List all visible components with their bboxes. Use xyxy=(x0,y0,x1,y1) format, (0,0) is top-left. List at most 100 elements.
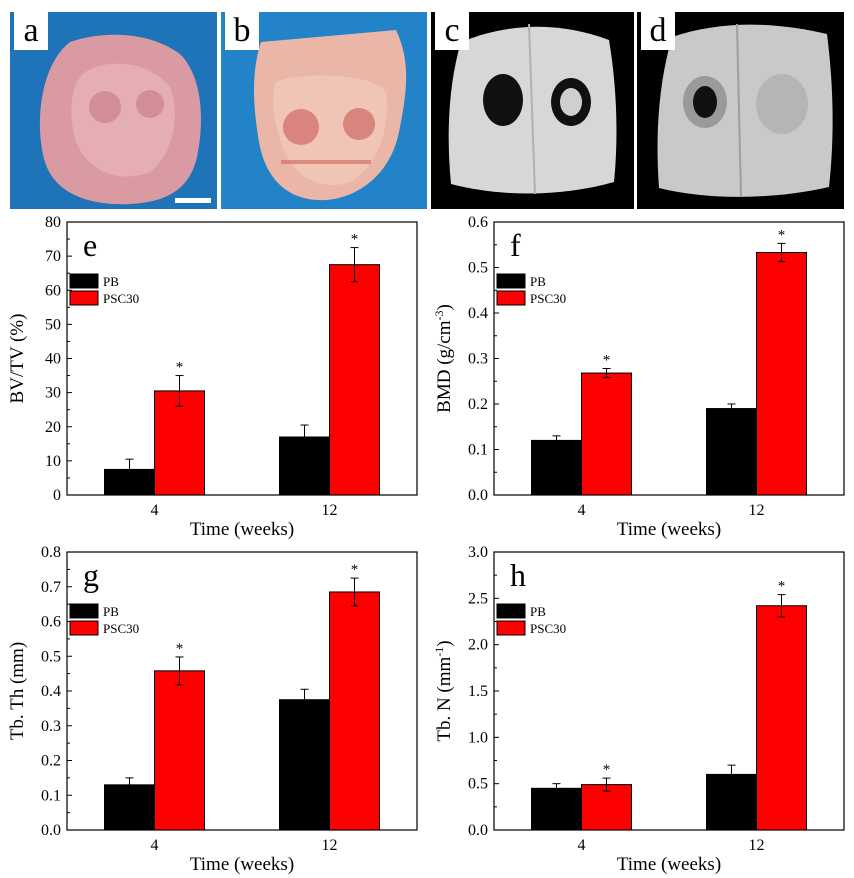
chart-g: 0.0 0.1 0.2 0.3 0.4 0.5 0.6 0.7 0.8 4 * 12 * Time (we… xyxy=(0,544,427,875)
panel-label-a: a xyxy=(14,12,48,50)
panel-label-b: b xyxy=(225,12,259,50)
y-tick-label: 0.4 xyxy=(41,683,61,700)
y-tick-label: 0.1 xyxy=(41,787,61,804)
x-tick-label: 12 xyxy=(322,502,338,519)
chart-h: 0.0 0.5 1.0 1.5 2.0 2.5 3.0 4 * 12 * Time (weeks) Tb… xyxy=(427,544,854,875)
x-tick-label: 4 xyxy=(151,837,159,854)
y-tick-label: 0.2 xyxy=(41,753,61,770)
bar-psc30 xyxy=(756,251,807,496)
chart-e-svg: 0 10 20 30 40 50 60 70 80 4 * 12 * Time (weeks) BV/TV … xyxy=(7,214,418,540)
y-tick-label: 30 xyxy=(45,385,61,402)
legend-label: PB xyxy=(530,604,546,619)
y-axis-label: BV/TV (%) xyxy=(7,314,28,404)
legend-label: PB xyxy=(103,274,119,289)
y-tick-label: 0.5 xyxy=(41,648,61,665)
y-tick-label: 0.3 xyxy=(468,351,488,368)
y-axis-label-part: ) xyxy=(434,640,455,646)
y-tick-label: 0.1 xyxy=(468,442,488,459)
x-axis-label: Time (weeks) xyxy=(617,854,721,875)
significance-marker: * xyxy=(351,232,359,248)
y-tick-label: 0 xyxy=(53,487,61,504)
tissue-specimen-b-image xyxy=(254,30,407,201)
bar-pb xyxy=(104,784,155,831)
legend-label: PSC30 xyxy=(530,621,566,636)
legend-swatch-psc30 xyxy=(496,620,526,636)
significance-marker: * xyxy=(176,641,184,657)
micro-ct-c-image xyxy=(448,23,617,195)
y-tick-label: 0.7 xyxy=(41,579,61,596)
tissue-specimen-a-image xyxy=(39,34,211,205)
y-axis-label-part: -3 xyxy=(432,310,446,320)
bar-pb xyxy=(279,699,330,831)
panel-letter: h xyxy=(510,557,526,593)
y-axis-label-part: Tb. Th (mm) xyxy=(7,642,28,740)
x-tick-label: 4 xyxy=(578,502,586,519)
y-tick-label: 0.3 xyxy=(41,718,61,735)
y-axis-label: BMD (g/cm-3) xyxy=(432,304,455,413)
legend-label: PSC30 xyxy=(530,291,566,306)
legend-swatch-psc30 xyxy=(69,620,99,636)
chart-g-svg: 0.0 0.1 0.2 0.3 0.4 0.5 0.6 0.7 0.8 4 * 12 * Time (we… xyxy=(7,544,418,875)
x-tick-label: 4 xyxy=(578,837,586,854)
y-axis-label-part: Tb. N (mm xyxy=(434,656,455,741)
x-axis-label: Time (weeks) xyxy=(617,519,721,540)
chart-h-svg: 0.0 0.5 1.0 1.5 2.0 2.5 3.0 4 * 12 * Time (weeks) Tb… xyxy=(432,544,845,875)
panel-letter: e xyxy=(83,227,97,263)
y-axis-label-part: -1 xyxy=(432,647,446,657)
y-tick-label: 2.0 xyxy=(468,637,488,654)
y-tick-label: 80 xyxy=(45,214,61,231)
photo-panel-c: c xyxy=(431,12,634,209)
x-tick-label: 4 xyxy=(151,502,159,519)
legend-swatch-psc30 xyxy=(69,290,99,306)
y-tick-label: 1.0 xyxy=(468,729,488,746)
bar-psc30 xyxy=(154,670,205,831)
bar-psc30 xyxy=(581,784,632,831)
chart-f: 0.0 0.1 0.2 0.3 0.4 0.5 0.6 4 * 12 * Time (weeks) BM… xyxy=(427,214,854,540)
legend-swatch-pb xyxy=(496,603,526,619)
legend-label: PB xyxy=(530,274,546,289)
y-tick-label: 3.0 xyxy=(468,544,488,561)
chart-f-svg: 0.0 0.1 0.2 0.3 0.4 0.5 0.6 4 * 12 * Time (weeks) BM… xyxy=(432,214,845,540)
bar-psc30 xyxy=(581,372,632,496)
legend-label: PSC30 xyxy=(103,621,139,636)
significance-marker: * xyxy=(603,353,611,369)
legend-swatch-pb xyxy=(496,273,526,289)
y-tick-label: 70 xyxy=(45,248,61,265)
y-axis-label-part: BMD (g/cm xyxy=(434,320,455,413)
bar-pb xyxy=(531,439,582,496)
significance-marker: * xyxy=(176,360,184,376)
y-tick-label: 0.5 xyxy=(468,260,488,277)
legend-swatch-pb xyxy=(69,603,99,619)
y-tick-label: 0.8 xyxy=(41,544,61,561)
panel-letter: f xyxy=(510,227,521,263)
bar-psc30 xyxy=(154,390,205,496)
y-tick-label: 60 xyxy=(45,282,61,299)
y-tick-label: 0.2 xyxy=(468,396,488,413)
photo-panel-a: a xyxy=(10,12,217,209)
panel-label-c: c xyxy=(435,12,469,50)
y-tick-label: 40 xyxy=(45,351,61,368)
micro-ct-d-image xyxy=(657,23,833,197)
x-tick-label: 12 xyxy=(749,837,765,854)
legend-label: PB xyxy=(103,604,119,619)
bar-psc30 xyxy=(756,605,807,831)
y-axis-label-part: BV/TV (%) xyxy=(7,314,28,404)
y-tick-label: 2.5 xyxy=(468,590,488,607)
x-tick-label: 12 xyxy=(749,502,765,519)
significance-marker: * xyxy=(778,227,786,243)
significance-marker: * xyxy=(778,579,786,595)
panel-letter: g xyxy=(83,557,99,593)
bar-pb xyxy=(706,408,757,496)
bar-psc30 xyxy=(329,264,380,496)
y-tick-label: 0.0 xyxy=(468,487,488,504)
y-axis-label: Tb. N (mm-1) xyxy=(432,640,455,741)
x-axis-label: Time (weeks) xyxy=(190,854,294,875)
legend-label: PSC30 xyxy=(103,291,139,306)
y-axis-label-part: ) xyxy=(434,304,455,310)
y-tick-label: 20 xyxy=(45,419,61,436)
y-tick-label: 0.0 xyxy=(41,822,61,839)
significance-marker: * xyxy=(603,762,611,778)
x-axis-label: Time (weeks) xyxy=(190,519,294,540)
chart-e: 0 10 20 30 40 50 60 70 80 4 * 12 * Time (weeks) BV/TV … xyxy=(0,214,427,540)
photo-panel-b: b xyxy=(221,12,427,209)
